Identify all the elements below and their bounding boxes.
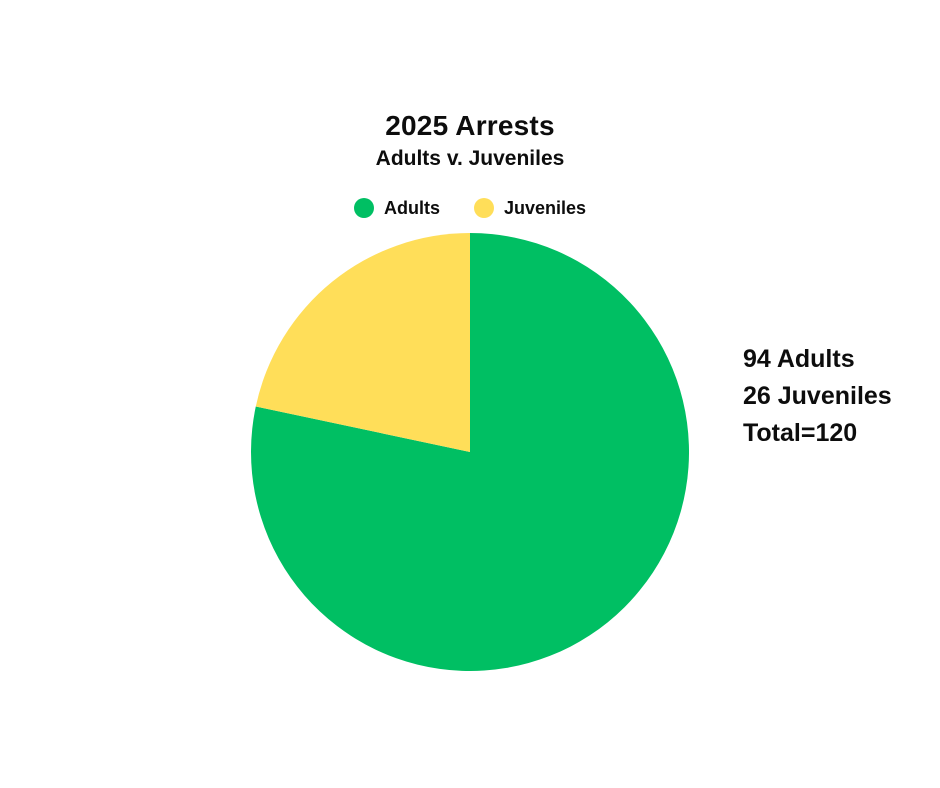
totals-annotation: 94 Adults 26 Juveniles Total=120 — [743, 341, 892, 452]
legend-label-adults: Adults — [383, 198, 440, 218]
annotation-line-adults: 94 Adults — [743, 345, 855, 373]
pie-slice-adults — [251, 233, 689, 671]
legend-item-adults: Adults — [353, 197, 440, 219]
chart-subtitle: Adults v. Juveniles — [375, 147, 565, 170]
pie-slice-juveniles — [255, 233, 470, 452]
annotation-line-total: Total=120 — [743, 419, 858, 447]
pie-chart — [251, 233, 689, 671]
legend-swatch-juveniles-icon — [473, 198, 494, 218]
legend-item-juveniles: Juveniles — [473, 197, 587, 219]
legend-label-juveniles: Juveniles — [503, 198, 587, 218]
annotation-line-juveniles: 26 Juveniles — [743, 382, 892, 410]
legend-swatch-adults-icon — [353, 198, 374, 218]
chart-title: 2025 Arrests — [385, 110, 555, 141]
legend: Adults Juveniles — [0, 197, 940, 219]
